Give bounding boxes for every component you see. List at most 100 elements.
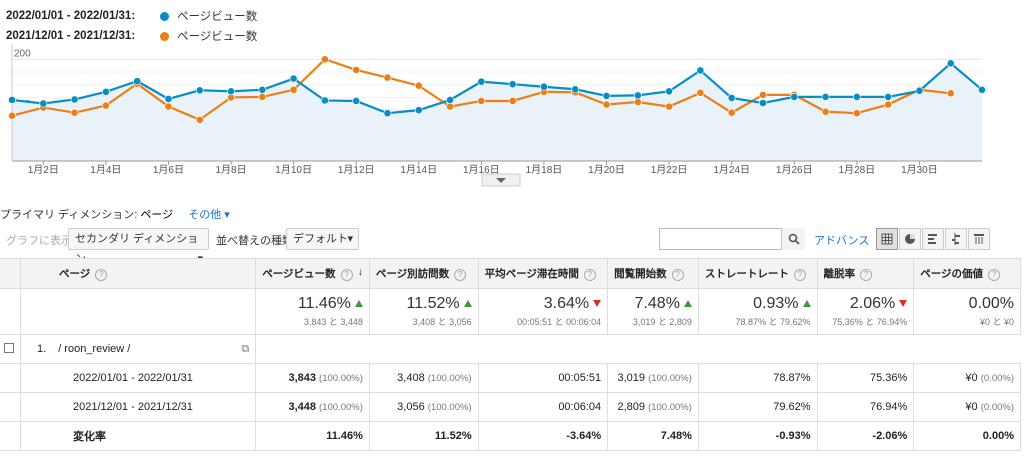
search-button[interactable]	[781, 228, 805, 250]
data-point	[508, 97, 517, 105]
x-tick-label: 1月12日	[338, 164, 375, 176]
change-bounce: -0.93%	[697, 421, 818, 451]
x-tick-label: 1月6日	[153, 164, 184, 176]
data-point	[884, 93, 893, 101]
header-checkbox-cell	[0, 258, 21, 289]
row-empty	[0, 363, 21, 393]
grid-icon	[881, 233, 893, 245]
data-point	[759, 90, 767, 99]
page-link[interactable]: / roon_review /	[58, 342, 131, 355]
search-icon	[788, 233, 800, 245]
help-icon[interactable]: ?	[340, 269, 353, 281]
header-page-value[interactable]: ページの価値?	[913, 258, 1021, 289]
data-point	[383, 73, 392, 82]
x-tick-label: 1月8日	[215, 164, 246, 176]
cell-value: ¥0	[965, 372, 978, 384]
cell-bounce: 79.62%	[697, 392, 818, 422]
cell-value: ¥0	[965, 401, 978, 413]
data-point	[352, 66, 361, 74]
header-entrances[interactable]: 閲覧開始数?	[607, 258, 699, 289]
summary-sub: 3,408 と 3,056	[412, 317, 472, 327]
x-tick-label: 1月2日	[28, 164, 59, 176]
line-chart[interactable]: 2001001月2日1月4日1月6日1月8日1月10日1月12日1月14日1月1…	[0, 44, 1000, 194]
view-switcher	[875, 228, 990, 250]
header-bounce-rate[interactable]: ストレートレート?	[697, 258, 818, 289]
comparison-view-button[interactable]	[945, 228, 967, 250]
header-page[interactable]: ページ?	[19, 258, 257, 289]
data-point	[446, 102, 454, 111]
arrow-up-icon	[683, 300, 692, 308]
data-point	[571, 85, 580, 94]
data-point	[321, 96, 329, 105]
header-avg-time[interactable]: 平均ページ滞在時間?	[477, 258, 609, 289]
cell-pct: (0.00%)	[980, 402, 1014, 413]
row-checkbox[interactable]	[4, 342, 14, 353]
summary-sub: 00:05:51 と 00:06:04	[517, 317, 602, 327]
other-dimension-link[interactable]: その他 ▾	[188, 209, 230, 221]
y-tick-label: 200	[14, 48, 31, 59]
performance-view-button[interactable]	[922, 228, 944, 250]
summary-cell: 7.48% 3,019 と 2,809	[607, 288, 699, 335]
cell-pct: (100.00%)	[427, 373, 472, 384]
legend-row-current[interactable]: 2022/01/01 - 2022/01/31: ページビュー数	[6, 6, 257, 26]
arrow-down-icon	[899, 300, 908, 308]
bar-list-icon	[928, 234, 937, 244]
legend-row-previous[interactable]: 2021/12/01 - 2021/12/31: ページビュー数	[6, 26, 257, 46]
header-exit-rate[interactable]: 離脱率?	[816, 258, 915, 289]
cell-exit: 75.36%	[816, 363, 915, 393]
cell-entrances: 3,019 (100.00%)	[607, 363, 699, 393]
header-pageviews[interactable]: ページビュー数? ↓	[255, 258, 370, 289]
page-cell: 1. / roon_review / ⧉	[19, 334, 257, 364]
change-entrances: 7.48%	[607, 421, 699, 451]
plot-rows-button[interactable]: グラフに表示	[6, 235, 72, 247]
cell-value: 2,809	[617, 401, 646, 413]
secondary-dimension-dropdown[interactable]: セカンダリ ディメンション▾	[68, 228, 209, 265]
open-page-icon[interactable]: ⧉	[241, 342, 250, 355]
summary-cell: 0.00% ¥0 と ¥0	[913, 288, 1021, 335]
data-point	[195, 86, 204, 95]
data-point	[665, 102, 673, 111]
data-point	[727, 94, 736, 102]
help-icon[interactable]: ?	[988, 269, 1001, 281]
header-unique-pageviews[interactable]: ページ別訪問数?	[368, 258, 479, 289]
table-view-button[interactable]	[876, 228, 898, 250]
summary-pct: 7.48%	[634, 295, 680, 312]
data-point	[727, 108, 736, 117]
pie-view-button[interactable]	[899, 228, 921, 250]
series-line	[11, 61, 983, 115]
header-label: 閲覧開始数	[614, 268, 667, 280]
primary-dimension-label: プライマリ ディメンション:	[0, 209, 138, 221]
summary-cell: 11.46% 3,843 と 3,448	[255, 288, 370, 335]
cell-value: ¥0 (0.00%)	[913, 363, 1021, 393]
primary-dimension-value[interactable]: ページ	[140, 209, 174, 221]
help-icon[interactable]: ?	[671, 269, 684, 281]
help-icon[interactable]: ?	[583, 269, 596, 281]
chevron-down-icon	[496, 178, 506, 183]
data-point	[133, 77, 142, 86]
help-icon[interactable]: ?	[860, 269, 873, 281]
data-point	[289, 85, 298, 94]
data-point	[821, 93, 830, 101]
help-icon[interactable]: ?	[95, 269, 108, 281]
help-icon[interactable]: ?	[793, 269, 806, 281]
table-header-row: ページ? ページビュー数? ↓ ページ別訪問数? 平均ページ滞在時間? 閲覧開始数…	[0, 258, 1021, 289]
data-point	[352, 97, 361, 105]
sort-type-label: 並べ替えの種類:	[216, 235, 297, 247]
summary-cell: 2.06% 75.36% と 76.94%	[816, 288, 915, 335]
data-point	[602, 100, 611, 109]
advanced-filter-link[interactable]: アドバンス	[814, 235, 870, 247]
row-empty	[0, 392, 21, 422]
sort-type-dropdown[interactable]: デフォルト ▾	[286, 228, 359, 250]
data-point	[665, 87, 673, 96]
header-label: ページ別訪問数	[375, 268, 450, 280]
pivot-view-button[interactable]	[968, 228, 990, 250]
arrow-up-icon	[354, 300, 363, 308]
cell-value: ¥0 (0.00%)	[913, 392, 1021, 422]
cell-bounce: 78.87%	[697, 363, 818, 393]
data-point	[852, 93, 861, 101]
change-pageviews: 11.46%	[255, 421, 370, 451]
data-point	[414, 106, 423, 115]
help-icon[interactable]: ?	[454, 269, 467, 281]
cell-pct: (100.00%)	[648, 373, 692, 384]
x-tick-label: 1月30日	[901, 164, 938, 176]
